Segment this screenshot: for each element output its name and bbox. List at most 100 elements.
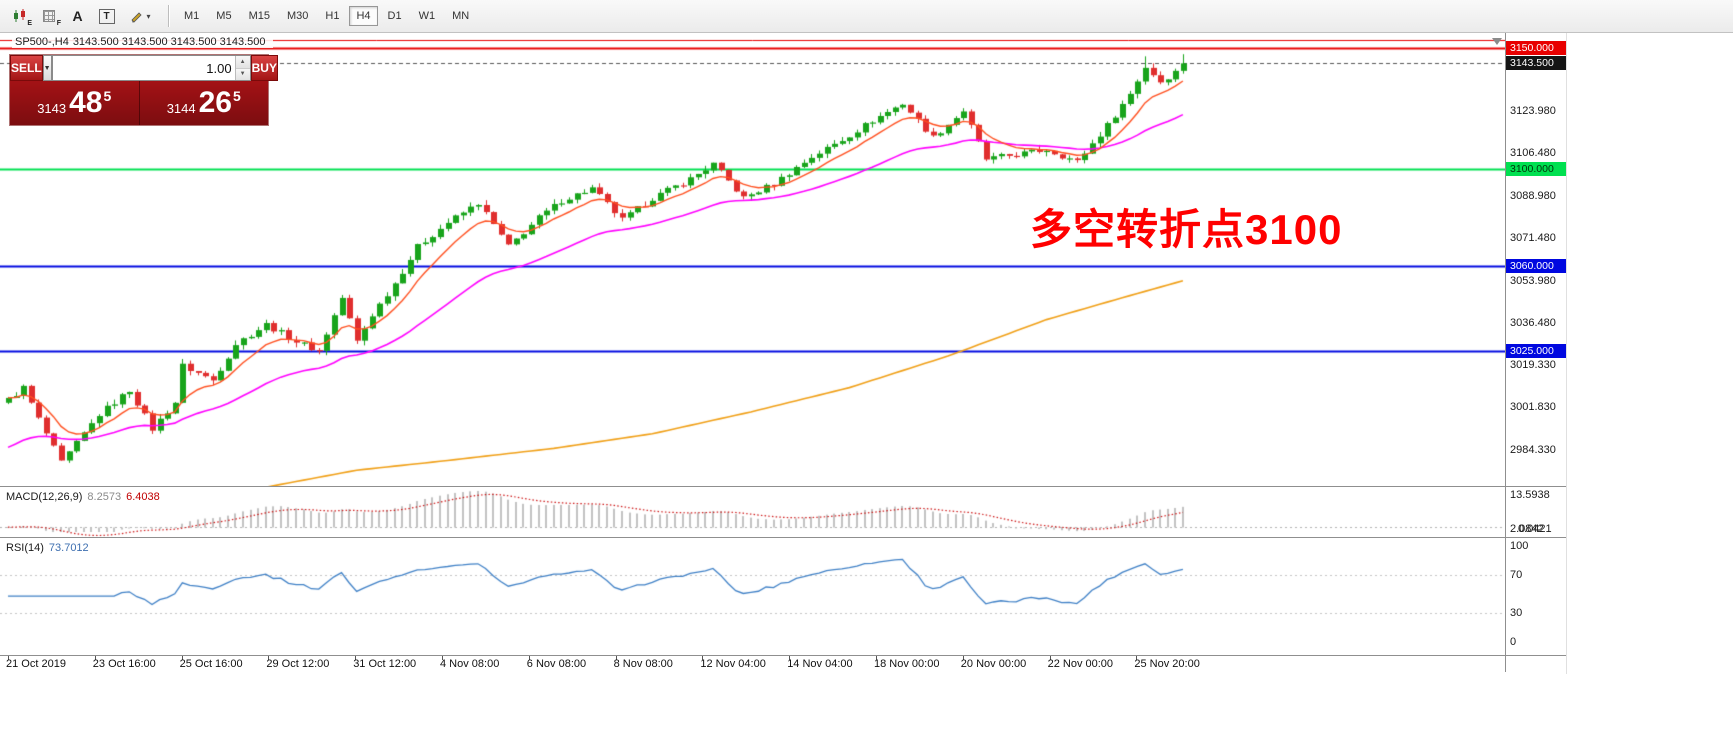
time-tick [962,656,964,660]
sell-price-fraction: 5 [103,88,112,104]
buy-price-button[interactable]: 3144 26 5 [140,81,269,125]
toolbar: E F A T ▾ M1 M5 M15 M30 H1 H4 D1 W1 MN [0,0,1733,33]
rsi-label: RSI(14) 73.7012 [6,542,94,554]
time-label: 20 Nov 00:00 [960,658,1027,670]
axis-corner [1505,656,1566,672]
price-scale-label: 3088.980 [1510,189,1556,202]
symbol-header: SP500-,H4 3143.500 3143.500 3143.500 3143… [12,36,273,48]
time-label: 8 Nov 08:00 [613,658,673,670]
price-badge: 3100.000 [1506,162,1566,177]
volume-stepper: ▲ ▼ [234,56,250,80]
price-scale-label: 3019.330 [1510,358,1556,371]
sell-price-main: 3143 [37,100,67,116]
rsi-scale-label: 0 [1510,636,1517,648]
chart-type-icon[interactable]: E [6,4,33,28]
time-label: 4 Nov 08:00 [440,658,500,670]
macd-panel: MACD(12,26,9) 8.2573 6.4038 13.5938 2.0842 0… [0,486,1566,537]
macd-scale-label: 13.5938 [1510,489,1550,501]
rsi-scale-label: 30 [1510,607,1523,620]
timeframe-group: M1 M5 M15 M30 H1 H4 D1 W1 MN [177,6,479,26]
trade-controls-row: SELL ▼ ▲ ▼ BUY [10,55,278,81]
timeframe-h1[interactable]: H1 [325,10,340,22]
rsi-value: 73.7012 [48,542,89,554]
timeframe-m1[interactable]: M1 [184,10,200,22]
volume-input[interactable] [52,56,235,80]
rsi-axis[interactable]: 100 70 30 0 [1505,538,1566,655]
chart-shift-marker [1492,38,1502,45]
macd-name: MACD(12,26,9) [6,491,83,503]
buy-price-main: 3144 [166,100,196,116]
price-scale-label: 3053.980 [1510,274,1556,287]
text-label-icon[interactable]: A [64,4,91,28]
timeframe-d1[interactable]: D1 [387,10,402,22]
macd-scale-label: 0.0421 [1518,523,1552,535]
sell-price-button[interactable]: 3143 48 5 [10,81,140,125]
timeframe-h4[interactable]: H4 [349,6,378,26]
chart-area: SP500-,H4 3143.500 3143.500 3143.500 3143… [0,33,1567,674]
indicators-icon-sub: F [56,20,61,27]
volume-decrement-button[interactable]: ▼ [235,68,250,80]
timeframe-m5[interactable]: M5 [216,10,232,22]
toolbar-separator [168,5,169,27]
rsi-scale-label: 100 [1510,540,1529,552]
buy-price-pips: 26 [198,86,232,119]
price-scale-label: 3001.830 [1510,401,1556,414]
price-badge: 3060.000 [1506,259,1566,274]
timeframe-m15[interactable]: M15 [248,10,270,22]
time-label: 23 Oct 16:00 [92,658,156,670]
price-scale-label: 3036.480 [1510,317,1556,330]
macd-axis[interactable]: 13.5938 2.0842 0.0421 [1505,487,1566,537]
price-badge: 3150.000 [1506,40,1566,55]
rsi-name: RSI(14) [6,542,44,554]
indicators-icon[interactable]: F [35,4,62,28]
buy-price-fraction: 5 [233,88,241,104]
rsi-panel: RSI(14) 73.7012 100 70 30 0 [0,537,1566,655]
price-scale-label: 3123.980 [1510,104,1556,117]
macd-label: MACD(12,26,9) 8.2573 6.4038 [6,491,165,503]
time-tick [8,656,9,660]
letter-a-glyph: A [72,8,83,24]
time-label: 31 Oct 12:00 [353,658,417,670]
volume-increment-button[interactable]: ▲ [235,56,250,69]
macd-signal-value: 6.4038 [126,491,160,503]
trade-prices-row: 3143 48 5 3144 26 5 [10,81,268,125]
timeframe-w1[interactable]: W1 [418,10,436,22]
time-label: 21 Oct 2019 [6,658,66,670]
time-label: 22 Nov 00:00 [1047,658,1114,670]
time-label: 12 Nov 04:00 [700,658,766,670]
price-scale-label: 3106.480 [1510,147,1556,160]
timeframe-m30[interactable]: M30 [286,10,309,22]
macd-scale-label: 2.0842 [1510,523,1544,535]
time-axis[interactable]: 21 Oct 2019 23 Oct 16:00 25 Oct 16:00 29 Oc… [0,655,1566,672]
dropdown-arrow-icon: ▼ [43,64,51,72]
grid-glyph [42,10,55,22]
volume-dropdown-button[interactable]: ▼ [42,55,52,81]
time-tick [442,656,443,660]
macd-canvas[interactable] [0,487,1505,537]
time-tick [94,656,96,660]
one-click-trading-panel: SELL ▼ ▲ ▼ BUY 3143 [10,55,278,125]
time-label: 29 Oct 12:00 [266,658,330,670]
time-tick [1136,656,1138,660]
symbol-label: SP500-,H4 [15,36,69,48]
price-axis[interactable]: 3123.980 3106.480 3088.980 3071.480 3053.980… [1505,33,1566,486]
time-tick [355,656,357,660]
time-label: 25 Oct 16:00 [179,658,243,670]
buy-button[interactable]: BUY [250,55,278,81]
time-tick [528,656,530,660]
candlestick-glyph [13,9,25,22]
rsi-canvas[interactable] [0,538,1505,655]
rsi-scale-label: 70 [1510,568,1523,581]
chart-annotation: 多空转折点3100 [1030,206,1343,253]
sell-button[interactable]: SELL [10,55,43,81]
ohlc-values: 3143.500 3143.500 3143.500 3143.500 [72,36,266,48]
pencil-glyph [131,11,143,23]
time-tick [789,656,791,660]
timeframe-mn[interactable]: MN [452,10,470,22]
text-box-icon[interactable]: T [93,4,120,28]
time-tick [615,656,617,660]
time-label: 14 Nov 04:00 [787,658,853,670]
price-badge: 3143.500 [1506,56,1566,71]
price-badge: 3025.000 [1506,344,1566,359]
drawing-tools-icon[interactable]: ▾ [122,4,158,28]
